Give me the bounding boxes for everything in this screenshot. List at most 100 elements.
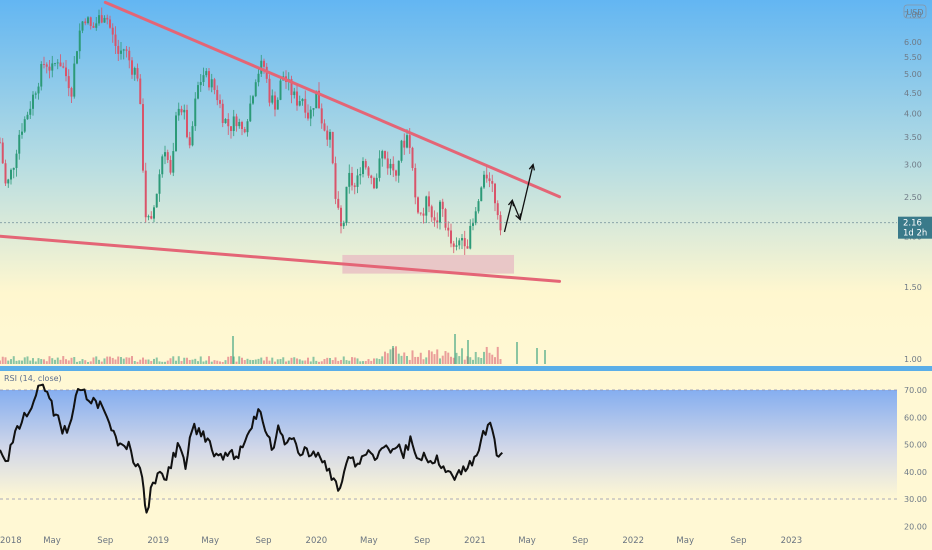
rsi-indicator-label[interactable]: RSI (14, close): [4, 374, 62, 383]
candle: [136, 63, 139, 82]
upper-trendline[interactable]: [103, 0, 562, 199]
candle: [199, 74, 202, 92]
volume-bar: [238, 356, 241, 364]
candle: [62, 62, 65, 69]
candle: [56, 59, 59, 70]
volume-bar: [15, 360, 18, 364]
candle: [194, 92, 197, 131]
price-axis-tick: 7.00: [904, 11, 922, 20]
volume-bar: [499, 359, 502, 364]
candle: [436, 212, 439, 229]
candle: [414, 163, 417, 205]
candle: [298, 95, 301, 107]
volume-bar: [21, 360, 23, 364]
currency-badge[interactable]: USD: [903, 4, 927, 19]
candle: [342, 220, 345, 229]
volume-bar: [318, 361, 320, 364]
volume-bar: [472, 359, 474, 364]
volume-bar: [191, 359, 194, 364]
volume-bar: [40, 359, 43, 364]
volume-bar: [469, 357, 472, 364]
projection-arrow[interactable]: [519, 163, 536, 220]
volume-bar: [103, 358, 106, 364]
candle: [109, 15, 111, 29]
candle: [73, 56, 76, 99]
time-axis-tick: May: [43, 536, 61, 546]
volume-bar: [169, 358, 172, 364]
candle: [40, 61, 43, 91]
volume-bar: [447, 352, 450, 364]
volume-bar: [279, 359, 282, 364]
candle: [26, 111, 29, 120]
volume-bar: [70, 357, 73, 364]
volume-bar: [287, 360, 290, 364]
volume-bar: [59, 359, 62, 364]
candle: [216, 85, 219, 106]
candle: [131, 57, 133, 79]
candle: [142, 98, 144, 173]
volume-bar: [37, 358, 40, 364]
time-axis-tick: May: [676, 536, 694, 546]
candle: [367, 165, 370, 179]
volume-bar: [408, 359, 411, 364]
time-axis-tick: Sep: [255, 536, 271, 546]
volume-bar: [331, 360, 334, 364]
volume-bar: [403, 352, 406, 364]
candle: [65, 60, 67, 82]
candle: [232, 109, 235, 137]
candle: [95, 16, 98, 31]
candle: [268, 74, 271, 107]
lower-trendline[interactable]: [0, 234, 562, 283]
volume-bar: [285, 361, 287, 364]
volume-bar: [378, 358, 381, 364]
pane-divider[interactable]: [0, 366, 932, 371]
candle: [4, 159, 7, 186]
volume-bar: [422, 359, 425, 364]
volume-bar: [496, 346, 499, 364]
projection-arrows[interactable]: [503, 163, 536, 233]
time-axis[interactable]: 2018 May Sep 2019 May Sep 2020 May Sep 2021 May Sep…: [0, 536, 802, 546]
candle: [177, 102, 180, 121]
rsi-line[interactable]: [0, 383, 503, 514]
candle: [122, 48, 125, 60]
candle: [87, 16, 89, 25]
volume-bar: [18, 360, 21, 364]
candle: [392, 156, 395, 177]
volume-bar: [268, 360, 271, 364]
volume-bar: [461, 348, 463, 364]
candle: [480, 186, 483, 202]
candle: [447, 221, 450, 237]
support-zone[interactable]: [342, 254, 515, 274]
candle: [155, 193, 158, 208]
volume-bar: [290, 357, 293, 364]
volume-bar: [131, 356, 133, 364]
time-axis-tick: May: [360, 536, 378, 546]
candle: [279, 77, 282, 101]
volume-bar: [12, 356, 15, 364]
volume-bar: [4, 357, 7, 364]
volume-bar: [307, 357, 309, 364]
volume-bar: [153, 358, 155, 364]
candle: [274, 91, 276, 117]
volume-bar: [227, 356, 230, 364]
candle: [331, 131, 334, 165]
price-axis-tick: 4.00: [904, 110, 922, 119]
candle: [458, 238, 461, 250]
candle: [441, 198, 444, 217]
candle: [117, 39, 120, 61]
volume-bar: [122, 358, 125, 364]
volume-bar: [477, 357, 480, 364]
volume-bar: [425, 357, 428, 364]
rsi-axis[interactable]: 70.00 60.00 50.00 40.00 30.00 20.00: [904, 386, 927, 531]
volume-bar: [315, 360, 318, 364]
price-pane-background: [0, 0, 932, 366]
volume-bar: [450, 356, 452, 364]
candle: [381, 149, 384, 167]
candle: [12, 167, 15, 179]
candle: [364, 158, 367, 170]
volume-bar: [84, 360, 87, 364]
price-axis-tick: 1.00: [904, 355, 922, 364]
volume-bar: [158, 361, 161, 364]
candle: [111, 23, 114, 43]
